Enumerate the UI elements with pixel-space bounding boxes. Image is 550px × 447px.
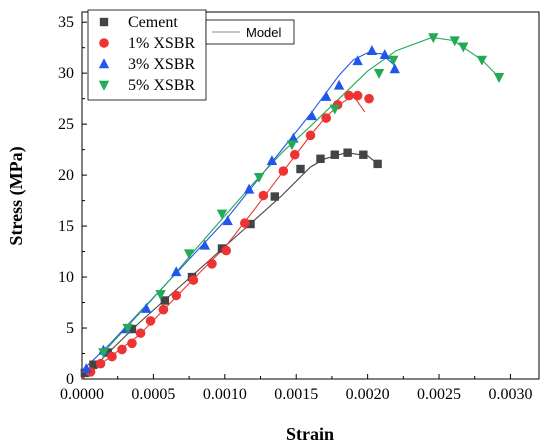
legend-label: 5% XSBR bbox=[128, 77, 195, 94]
legend-marker bbox=[99, 17, 109, 27]
x-axis-title: Strain bbox=[286, 424, 334, 444]
y-tick-label: 15 bbox=[58, 218, 74, 235]
data-point bbox=[221, 245, 232, 256]
data-point bbox=[352, 90, 363, 101]
data-point bbox=[493, 73, 505, 83]
data-point bbox=[188, 275, 199, 285]
data-point bbox=[289, 149, 300, 160]
y-tick-label: 5 bbox=[66, 320, 74, 337]
data-point bbox=[296, 164, 305, 174]
y-tick-label: 30 bbox=[58, 65, 74, 82]
data-point bbox=[183, 249, 195, 260]
data-point bbox=[160, 296, 170, 305]
data-point bbox=[288, 132, 299, 143]
data-point bbox=[305, 130, 316, 141]
data-point bbox=[117, 344, 127, 355]
data-point bbox=[343, 148, 352, 157]
data-point bbox=[89, 360, 98, 369]
data-point bbox=[278, 166, 289, 176]
data-point bbox=[243, 183, 255, 194]
data-point bbox=[428, 33, 439, 44]
data-point bbox=[352, 55, 363, 66]
model-legend: Model bbox=[205, 19, 295, 45]
data-point bbox=[359, 150, 368, 159]
legend-marker bbox=[98, 80, 110, 91]
y-tick-label: 20 bbox=[58, 167, 74, 184]
data-point bbox=[266, 155, 278, 166]
data-point bbox=[222, 215, 233, 226]
data-point bbox=[458, 42, 469, 53]
data-point bbox=[329, 104, 340, 115]
x-tick-label: 0.0000 bbox=[60, 386, 104, 403]
data-point bbox=[107, 351, 117, 362]
data-point bbox=[333, 79, 345, 90]
legend-marker bbox=[98, 58, 110, 69]
model-legend-label: Model bbox=[246, 25, 282, 40]
data-point bbox=[141, 302, 152, 313]
axis-ticks: 0.0000 0.0005 0.0010 0.0015 0.0020 0.0025 0.00… bbox=[58, 14, 532, 403]
data-point bbox=[127, 324, 137, 334]
x-tick-label: 0.0010 bbox=[203, 386, 247, 403]
x-tick-label: 0.0025 bbox=[417, 386, 461, 403]
data-point bbox=[270, 192, 279, 201]
y-tick-label: 10 bbox=[58, 269, 74, 286]
x-tick-label: 0.0020 bbox=[346, 386, 390, 403]
legend-label: Cement bbox=[128, 14, 178, 31]
data-point bbox=[98, 348, 109, 359]
data-point bbox=[316, 154, 325, 163]
data-point bbox=[207, 259, 217, 269]
data-point bbox=[155, 290, 166, 301]
data-point bbox=[379, 49, 390, 60]
data-point bbox=[95, 358, 106, 369]
data-point bbox=[158, 304, 169, 315]
x-tick-label: 0.0015 bbox=[274, 386, 318, 403]
data-point bbox=[364, 93, 374, 104]
data-point bbox=[330, 150, 339, 159]
data-point bbox=[258, 190, 269, 201]
data-point bbox=[216, 209, 228, 220]
model-line bbox=[81, 52, 397, 372]
y-tick-label: 0 bbox=[66, 371, 74, 388]
x-tick-label: 0.0030 bbox=[488, 386, 532, 403]
data-markers bbox=[80, 33, 505, 378]
data-point bbox=[389, 63, 400, 74]
data-point bbox=[199, 239, 211, 250]
data-point bbox=[321, 113, 332, 123]
data-point bbox=[321, 90, 332, 101]
y-tick-label: 35 bbox=[58, 14, 74, 31]
plot-frame bbox=[81, 11, 540, 380]
series-legend: Cement 1% XSBR 3% XSBR 5% XSBR bbox=[87, 9, 207, 101]
legend-marker bbox=[99, 38, 109, 48]
data-point bbox=[171, 290, 182, 301]
data-point bbox=[253, 172, 265, 183]
data-point bbox=[246, 219, 255, 229]
x-tick-label: 0.0005 bbox=[131, 386, 175, 403]
y-axis-title: Stress (MPa) bbox=[6, 146, 27, 245]
data-point bbox=[171, 266, 182, 277]
data-point bbox=[449, 36, 460, 47]
data-point bbox=[145, 316, 156, 326]
y-tick-label: 25 bbox=[58, 116, 74, 133]
legend-label: 1% XSBR bbox=[128, 35, 195, 52]
data-point bbox=[286, 140, 298, 151]
data-point bbox=[366, 45, 378, 55]
data-point bbox=[373, 159, 382, 169]
data-point bbox=[122, 323, 133, 334]
data-point bbox=[388, 55, 399, 66]
data-point bbox=[81, 363, 92, 374]
data-point bbox=[103, 348, 112, 357]
data-point bbox=[240, 218, 250, 228]
data-point bbox=[127, 338, 137, 349]
data-point bbox=[373, 68, 385, 79]
data-point bbox=[344, 90, 354, 101]
data-point bbox=[306, 110, 318, 121]
legend-label: 3% XSBR bbox=[128, 56, 195, 73]
data-point bbox=[135, 328, 146, 338]
data-point bbox=[476, 55, 488, 66]
